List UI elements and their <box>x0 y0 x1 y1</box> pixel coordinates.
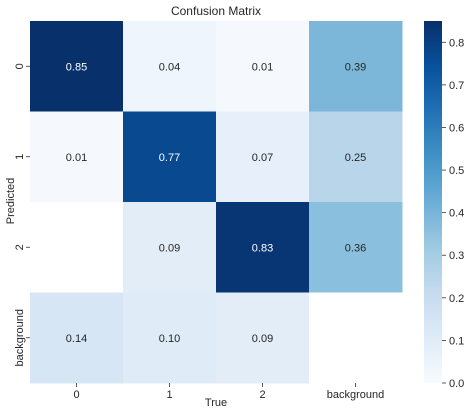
colorbar-tick-label: 0.4 <box>449 208 464 220</box>
y-tick-label: background <box>14 309 26 367</box>
heatmap-cell-r2-c0 <box>30 202 124 293</box>
y-tick-label: 1 <box>14 154 26 160</box>
cell-value-label: 0.36 <box>345 242 366 254</box>
cell-value-label: 0.04 <box>159 61 180 73</box>
x-tick-label: background <box>327 389 385 401</box>
colorbar-tick-label: 0.6 <box>449 122 464 134</box>
colorbar-tick-label: 0.2 <box>449 293 464 305</box>
colorbar-tick-label: 0.8 <box>449 37 464 49</box>
colorbar-tick-label: 0.1 <box>449 335 464 347</box>
heatmap-cell-r1-c1 <box>123 111 217 203</box>
x-axis-label: True <box>205 397 227 409</box>
heatmap-cell-r2-c3 <box>309 202 403 293</box>
heatmap-cell-r3-c0 <box>30 292 124 384</box>
x-tick-label: 2 <box>259 389 265 401</box>
x-tick-label: 1 <box>166 389 172 401</box>
heatmap-cell-r0-c0 <box>30 21 124 112</box>
cell-value-label: 0.01 <box>252 61 273 73</box>
cell-value-label: 0.10 <box>159 333 180 345</box>
heatmap-cell-r3-c3 <box>309 292 403 384</box>
y-tick-label: 2 <box>14 244 26 250</box>
heatmap-cell-r3-c2 <box>216 292 310 384</box>
heatmap-cell-r1-c2 <box>216 111 310 203</box>
heatmap-cell-r0-c1 <box>123 21 217 112</box>
y-tick-label: 0 <box>14 63 26 69</box>
cell-value-label: 0.01 <box>66 152 87 164</box>
cell-value-label: 0.39 <box>345 61 366 73</box>
y-axis-label: Predicted <box>5 178 17 224</box>
colorbar-tick-label: 0.7 <box>449 80 464 92</box>
cell-value-label: 0.14 <box>66 333 87 345</box>
chart-title: Confusion Matrix <box>171 4 261 18</box>
colorbar <box>424 21 442 383</box>
cell-value-label: 0.25 <box>345 152 366 164</box>
colorbar-tick-label: 0.3 <box>449 250 464 262</box>
x-tick-label: 0 <box>73 389 79 401</box>
heatmap-cell-r3-c1 <box>123 292 217 384</box>
colorbar-tick-label: 0.0 <box>449 378 464 390</box>
cell-value-label: 0.09 <box>159 242 180 254</box>
heatmap-cell-r0-c2 <box>216 21 310 112</box>
cell-value-label: 0.85 <box>66 61 87 73</box>
heatmap-cell-r2-c2 <box>216 202 310 293</box>
heatmap-cell-r0-c3 <box>309 21 403 112</box>
cell-value-label: 0.77 <box>159 152 180 164</box>
heatmap-cell-r1-c0 <box>30 111 124 203</box>
heatmap-cell-r1-c3 <box>309 111 403 203</box>
cell-value-label: 0.07 <box>252 152 273 164</box>
heatmap-cell-r2-c1 <box>123 202 217 293</box>
colorbar-tick-label: 0.5 <box>449 165 464 177</box>
cell-value-label: 0.83 <box>252 242 273 254</box>
cell-value-label: 0.09 <box>252 333 273 345</box>
